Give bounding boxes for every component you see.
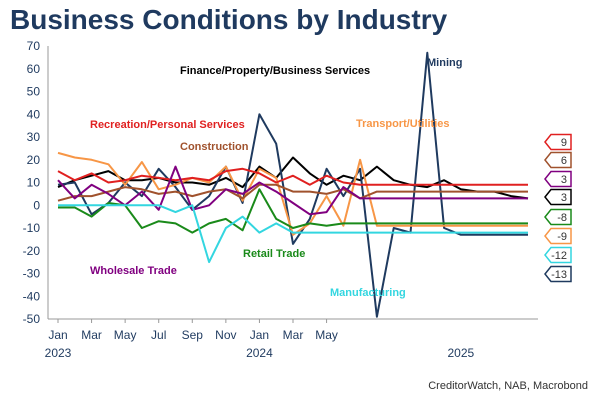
end-value-tag [544,170,572,188]
x-year-label: 2025 [448,346,475,360]
y-tick-label: 10 [27,176,41,190]
y-tick-label: 50 [27,85,41,99]
y-tick-label: -50 [23,312,41,326]
y-tick-label: 30 [27,130,41,144]
series-line [57,151,528,236]
y-tick-label: -40 [23,289,41,303]
series-annotation: Finance/Property/Business Services [180,65,370,77]
series-annotation: Manufacturing [330,287,406,299]
series-line [57,183,528,202]
series-annotation: Wholesale Trade [90,265,177,277]
series-annotation: Recreation/Personal Services [90,119,245,131]
end-value-label: -9 [557,231,567,243]
series-line [58,188,528,234]
y-tick-label: 0 [33,198,40,212]
end-value-tag [544,188,572,206]
x-tick-label: Jul [151,328,166,342]
series-annotation: Mining [427,57,462,69]
y-tick-label: -30 [23,267,41,281]
y-tick-label: -10 [23,221,41,235]
end-value-tag [544,246,572,264]
x-tick-label: May [114,328,137,342]
x-year-label: 2024 [246,346,273,360]
series-line [57,156,529,200]
end-value-tag [544,133,572,151]
x-tick-label: Sep [182,328,204,342]
source-note: CreditorWatch, NAB, Macrobond [428,380,588,392]
end-value-label: 9 [561,137,567,149]
end-value-tag [544,208,572,226]
series-line [57,167,528,186]
series-annotation: Transport/Utilities [356,118,450,130]
end-value-label: 3 [561,192,567,204]
series-annotation: Retail Trade [243,248,305,260]
y-tick-label: 60 [27,62,41,76]
series-annotation: Construction [180,141,249,153]
end-value-label: 3 [561,174,567,186]
y-tick-label: 70 [27,39,41,53]
series-line [57,51,528,318]
x-tick-label: Mar [81,328,102,342]
x-year-label: 2023 [45,346,72,360]
end-value-tag [544,265,572,283]
y-tick-label: 40 [27,107,41,121]
end-value-label: -8 [557,212,567,224]
end-value-tag [544,151,572,169]
x-tick-label: Nov [215,328,236,342]
y-tick-label: 20 [27,153,41,167]
series-line [57,165,528,216]
y-tick-label: -20 [23,244,41,258]
series-line [58,204,528,264]
x-tick-label: Jan [48,328,67,342]
end-value-label: 6 [561,155,567,167]
end-value-label: -12 [551,250,567,262]
chart-title: Business Conditions by Industry [10,4,448,35]
x-tick-label: Mar [283,328,304,342]
x-tick-label: Jan [250,328,269,342]
end-value-tag [544,227,572,245]
x-tick-label: May [315,328,338,342]
end-value-label: -13 [551,269,567,281]
